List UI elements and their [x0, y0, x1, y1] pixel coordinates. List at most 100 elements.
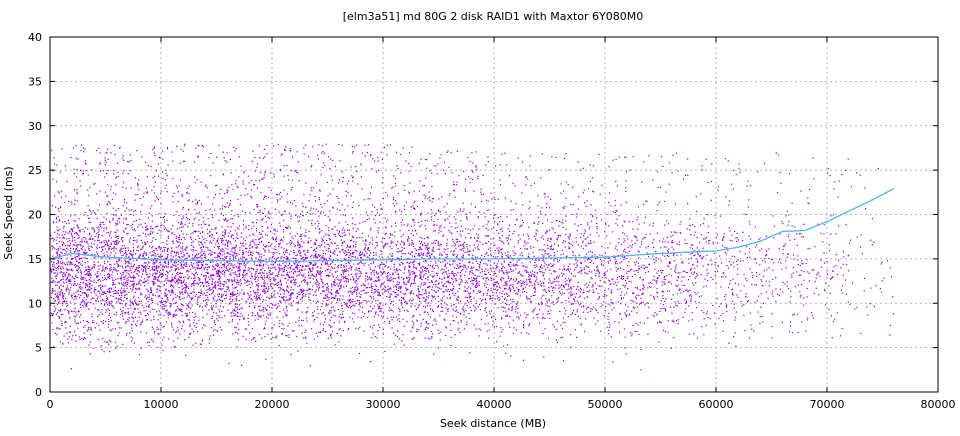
scatter-point [180, 163, 181, 164]
scatter-point [318, 211, 319, 212]
scatter-point [467, 300, 468, 301]
scatter-point [100, 300, 101, 301]
scatter-point [231, 248, 232, 249]
scatter-point [304, 235, 305, 236]
scatter-point [457, 329, 458, 330]
scatter-point [265, 321, 266, 322]
scatter-point [144, 285, 145, 286]
scatter-point [442, 261, 443, 262]
scatter-point [478, 237, 479, 238]
scatter-point [201, 344, 202, 345]
scatter-point [806, 259, 807, 260]
scatter-point [224, 253, 225, 254]
scatter-point [267, 291, 268, 292]
scatter-point [778, 261, 779, 262]
scatter-point [653, 296, 654, 297]
scatter-point [310, 278, 311, 279]
scatter-point [108, 232, 109, 233]
scatter-point [164, 281, 165, 282]
scatter-point [239, 276, 240, 277]
scatter-point [340, 314, 341, 315]
scatter-point [235, 230, 236, 231]
scatter-point [564, 206, 565, 207]
scatter-point [117, 172, 118, 173]
scatter-point [195, 270, 196, 271]
scatter-point [591, 278, 592, 279]
scatter-point [355, 246, 356, 247]
scatter-point [453, 286, 454, 287]
scatter-point [259, 157, 260, 158]
scatter-point [483, 175, 484, 176]
scatter-point [661, 281, 662, 282]
scatter-point [298, 301, 299, 302]
scatter-point [754, 259, 755, 260]
scatter-point [841, 174, 842, 175]
scatter-point [479, 212, 480, 213]
scatter-point [148, 257, 149, 258]
scatter-point [569, 281, 570, 282]
scatter-point [117, 163, 118, 164]
scatter-point [144, 242, 145, 243]
scatter-point [370, 267, 371, 268]
scatter-point [214, 300, 215, 301]
scatter-point [64, 263, 65, 264]
scatter-point [413, 235, 414, 236]
scatter-point [339, 210, 340, 211]
scatter-point [552, 227, 553, 228]
scatter-point [546, 292, 547, 293]
scatter-point [188, 294, 189, 295]
scatter-point [284, 269, 285, 270]
scatter-point [166, 229, 167, 230]
scatter-point [664, 301, 665, 302]
scatter-point [653, 239, 654, 240]
scatter-point [466, 324, 467, 325]
scatter-point [578, 161, 579, 162]
scatter-point [495, 268, 496, 269]
scatter-point [115, 154, 116, 155]
scatter-point [572, 255, 573, 256]
scatter-point [168, 280, 169, 281]
scatter-point [279, 212, 280, 213]
scatter-point [123, 248, 124, 249]
scatter-point [352, 181, 353, 182]
scatter-point [509, 225, 510, 226]
scatter-point [761, 248, 762, 249]
scatter-point [377, 292, 378, 293]
scatter-point [520, 280, 521, 281]
scatter-point [171, 255, 172, 256]
scatter-point [390, 274, 391, 275]
scatter-point [206, 299, 207, 300]
scatter-point [105, 153, 106, 154]
scatter-point [295, 279, 296, 280]
scatter-point [283, 229, 284, 230]
scatter-point [440, 244, 441, 245]
scatter-point [449, 275, 450, 276]
scatter-point [627, 247, 628, 248]
scatter-point [437, 163, 438, 164]
scatter-point [460, 245, 461, 246]
scatter-point [118, 266, 119, 267]
scatter-point [745, 253, 746, 254]
scatter-point [388, 291, 389, 292]
scatter-point [829, 244, 830, 245]
scatter-point [67, 285, 68, 286]
scatter-point [311, 166, 312, 167]
scatter-point [524, 312, 525, 313]
scatter-point [696, 196, 697, 197]
scatter-point [133, 244, 134, 245]
scatter-point [147, 176, 148, 177]
scatter-point [145, 227, 146, 228]
scatter-point [92, 320, 93, 321]
scatter-point [528, 276, 529, 277]
scatter-point [243, 228, 244, 229]
scatter-point [414, 280, 415, 281]
scatter-point [730, 240, 731, 241]
scatter-point [152, 327, 153, 328]
scatter-point [200, 285, 201, 286]
scatter-point [585, 318, 586, 319]
scatter-point [745, 278, 746, 279]
scatter-point [583, 312, 584, 313]
scatter-point [64, 293, 65, 294]
scatter-point [255, 271, 256, 272]
scatter-point [509, 288, 510, 289]
